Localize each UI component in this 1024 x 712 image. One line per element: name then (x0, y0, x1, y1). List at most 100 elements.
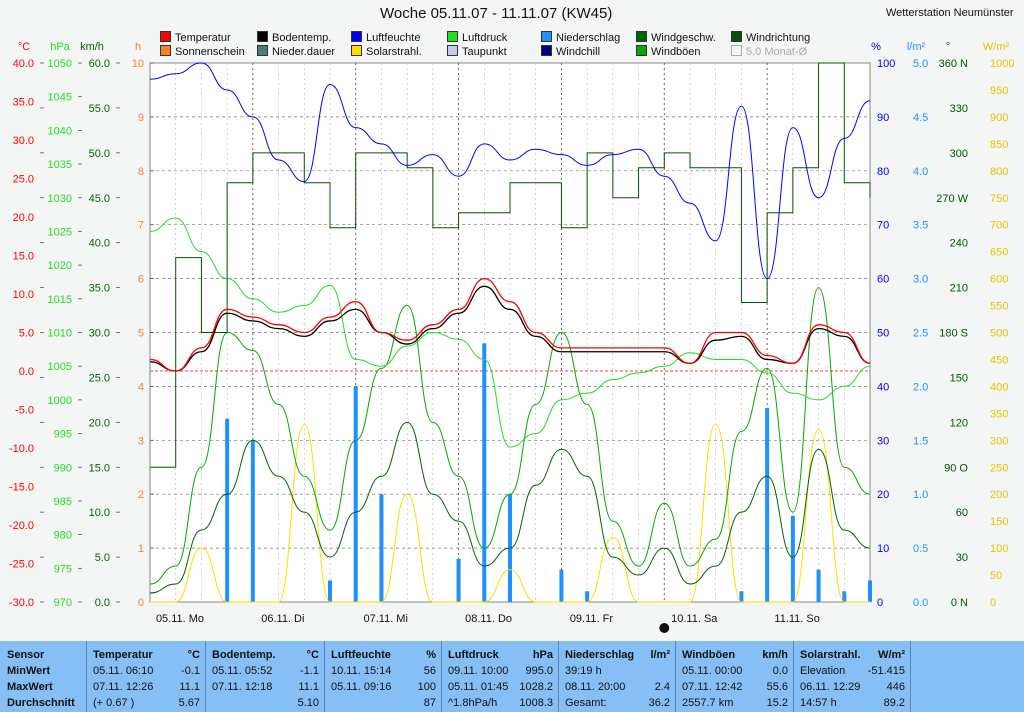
legend-item-windchill[interactable]: Windchill (541, 45, 600, 59)
tick-label: 50 (877, 328, 889, 340)
rain-bar (559, 569, 564, 602)
rain-bar (816, 569, 821, 602)
chart-title: Woche 05.11.07 - 11.11.07 (KW45) (380, 5, 613, 22)
column-unit: % (426, 649, 436, 661)
column-unit: hPa (532, 649, 553, 661)
stat-value: 55.6 (766, 681, 788, 693)
stat-label: 05.11. 00:00 (682, 665, 743, 677)
stats-column: Bodentemp. °C 05.11. 05:52 -1.1 07.11. 12:18… (205, 641, 325, 712)
tick-label: 1045 (48, 92, 72, 104)
tick-label: 300 (990, 435, 1008, 447)
tick-label: 35.0 (13, 97, 34, 109)
stat-value: -0.1 (181, 665, 200, 677)
tick-label: 2.5 (913, 328, 928, 340)
tick-label: 210 (950, 283, 968, 295)
column-header: Niederschlag (565, 649, 635, 661)
rain-bar (482, 343, 487, 602)
stat-label: 07.11. 12:42 (682, 681, 743, 693)
tick-label: 55.0 (89, 103, 110, 115)
axis-unit: hPa (50, 41, 70, 53)
tick-label: 0.0 (19, 366, 34, 378)
legend-item-luftdruck[interactable]: Luftdruck (447, 31, 507, 45)
legend-item-monat-avg[interactable]: 5.0 Monat-Ø (731, 45, 807, 59)
stat-label: 05.11. 06:10 (93, 665, 154, 677)
tick-label: 50 (990, 570, 1002, 582)
tick-label: 1.5 (913, 435, 928, 447)
legend-item-niederschlag[interactable]: Niederschlag (541, 31, 620, 45)
stat-label: 09.11. 10:00 (448, 665, 509, 677)
tick-label: -30.0 (9, 597, 34, 609)
stat-label: (+ 0.67 ) (93, 697, 135, 709)
tick-label: 25.0 (89, 372, 110, 384)
tick-label: 0 (877, 597, 883, 609)
legend-swatch (160, 31, 171, 42)
column-unit: W/m² (878, 649, 905, 661)
column-header: Solarstrahl. (800, 649, 861, 661)
tick-label: 10.0 (89, 507, 110, 519)
stats-column: Luftdruck hPa 09.11. 10:00 995.0 05.11. 01:4… (441, 641, 559, 712)
legend-item-windrichtung[interactable]: Windrichtung (731, 31, 810, 45)
axis-unit: ° (946, 41, 950, 53)
tick-label: 150 (990, 516, 1008, 528)
legend-item-taupunkt[interactable]: Taupunkt (447, 45, 507, 59)
tick-label: 3.0 (913, 274, 928, 286)
rain-bar (328, 580, 332, 602)
tick-label: 500 (990, 328, 1008, 340)
tick-label: 40.0 (89, 238, 110, 250)
tick-label: 1000 (990, 58, 1014, 70)
stat-value: 995.0 (525, 665, 553, 677)
legend-item-windgeschw[interactable]: Windgeschw. (636, 31, 716, 45)
stat-value: 36.2 (648, 697, 670, 709)
legend-item-bodentemp[interactable]: Bodentemp. (257, 31, 331, 45)
legend-item-solarstrahl[interactable]: Solarstrahl. (351, 45, 422, 59)
column-header: Bodentemp. (212, 649, 276, 661)
tick-label: 7 (138, 220, 144, 232)
legend-item-sonnenschein[interactable]: Sonnenschein (160, 45, 245, 59)
stats-column: Niederschlag l/m² 39:19 h 08.11. 20:00 2.4 Ge… (558, 641, 676, 712)
stat-value: 1008.3 (519, 697, 553, 709)
tick-label: 300 (950, 148, 968, 160)
series-line-temperatur (149, 277, 871, 372)
station-name: Wetterstation Neumünster (886, 7, 1014, 19)
stats-column-empty (910, 641, 1024, 712)
tick-label: 990 (54, 462, 72, 474)
checkbox[interactable] (731, 45, 742, 56)
stat-label: 05.11. 05:52 (212, 665, 273, 677)
series-line-luftdruck (149, 217, 871, 448)
rain-bar (225, 418, 230, 602)
stat-value: 100 (417, 681, 436, 693)
legend-item-luftfeuchte[interactable]: Luftfeuchte (351, 31, 420, 45)
legend-swatch (160, 45, 171, 56)
series-line-windgeschw (149, 421, 871, 594)
stat-label: 06.11. 12:29 (800, 681, 861, 693)
tick-label: 1030 (48, 193, 72, 205)
tick-label: 750 (990, 193, 1008, 205)
column-header: Luftfeuchte (331, 649, 391, 661)
tick-label: 2.0 (913, 381, 928, 393)
tick-label: 3 (138, 435, 144, 447)
tick-label: 1 (138, 543, 144, 555)
tick-label: 35.0 (89, 283, 110, 295)
tick-label: 1010 (48, 328, 72, 340)
rain-bar (842, 591, 847, 602)
tick-label: 1015 (48, 294, 72, 306)
tick-label: 90 O (944, 462, 968, 474)
stat-label: 2557.7 km (682, 697, 734, 709)
column-header: Luftdruck (448, 649, 499, 661)
legend-item-niederdauer[interactable]: Nieder.dauer (257, 45, 335, 59)
tick-label: 600 (990, 274, 1008, 286)
day-label: 09.11. Fr (570, 613, 614, 625)
tick-label: 6 (138, 274, 144, 286)
legend-item-windboeen[interactable]: Windböen (636, 45, 701, 59)
legend-swatch (447, 45, 458, 56)
tick-label: 10 (877, 543, 889, 555)
tick-label: -15.0 (9, 482, 34, 494)
tick-label: 550 (990, 301, 1008, 313)
tick-label: 900 (990, 112, 1008, 124)
column-unit: °C (187, 649, 200, 661)
legend-item-temperatur[interactable]: Temperatur (160, 31, 231, 45)
stat-value: 446 (886, 681, 905, 693)
axis-unit: % (871, 41, 881, 53)
day-label: 07.11. Mi (363, 613, 407, 625)
tick-label: 25.0 (13, 174, 34, 186)
